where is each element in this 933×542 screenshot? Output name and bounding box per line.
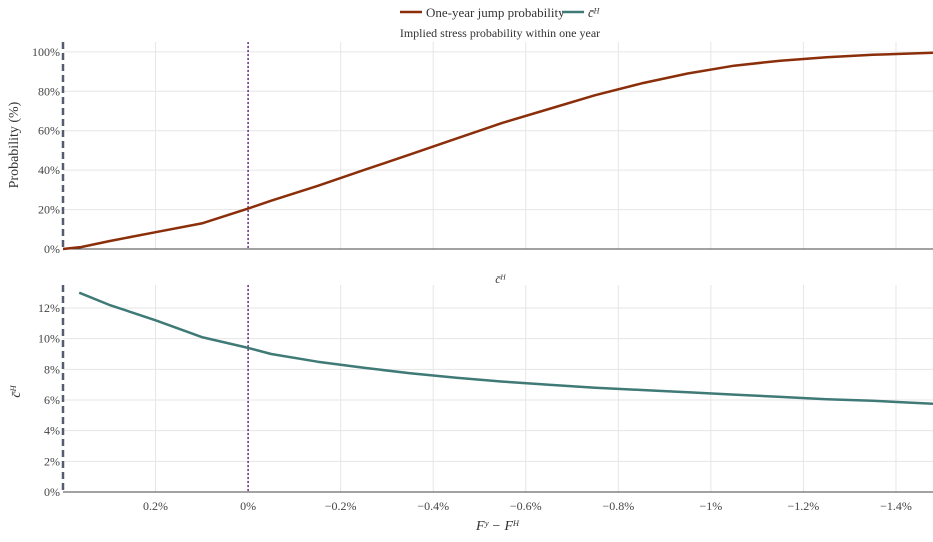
legend: One-year jump probability c̄ᴴ	[400, 5, 600, 20]
probability-panel: Implied stress probability within one ye…	[7, 26, 933, 256]
y-tick-label: 2%	[44, 454, 60, 468]
y-tick-label: 0%	[44, 242, 60, 256]
x-tick-label: −0.6%	[510, 499, 542, 513]
legend-label-probability: One-year jump probability	[426, 5, 565, 20]
y-tick-label: 4%	[44, 424, 60, 438]
x-tick-label: 0.2%	[143, 499, 168, 513]
x-tick-label: −0.2%	[325, 499, 357, 513]
probability-gridlines	[63, 42, 933, 250]
probability-panel-title: Implied stress probability within one ye…	[400, 26, 600, 40]
y-tick-label: 60%	[38, 124, 60, 138]
x-tick-label: −0.4%	[417, 499, 449, 513]
cbar-panel-title: c̄ᴴ	[495, 272, 506, 286]
x-tick-label: −1.2%	[788, 499, 820, 513]
cbar-y-ticks: 0% 2% 4% 6% 8% 10% 12%	[38, 301, 60, 499]
cbar-panel: c̄ᴴ c̄ᴴ 0% 2% 4% 6% 8% 10% 12% 0.2% 0% −0.2% −0.4…	[9, 272, 933, 513]
y-tick-label: 20%	[38, 203, 60, 217]
cbar-gridlines	[63, 285, 933, 493]
y-tick-label: 100%	[32, 45, 60, 59]
probability-reference-lines	[61, 42, 249, 249]
series-line	[78, 291, 933, 406]
x-tick-label: 0%	[240, 499, 256, 513]
x-axis-title: Fʸ − Fᴴ	[475, 519, 520, 534]
y-tick-label: 0%	[44, 485, 60, 499]
x-tick-label: −1.4%	[880, 499, 912, 513]
cbar-y-axis-title: c̄ᴴ	[9, 384, 24, 397]
x-ticks: 0.2% 0% −0.2% −0.4% −0.6% −0.8% −1% −1.2% −1.4%	[143, 499, 912, 513]
y-tick-label: 8%	[44, 362, 60, 376]
x-tick-label: −1%	[699, 499, 722, 513]
cbar-reference-lines	[61, 285, 249, 492]
probability-y-axis-title: Probability (%)	[7, 101, 22, 188]
probability-series	[62, 51, 933, 251]
y-tick-label: 12%	[38, 301, 60, 315]
y-tick-label: 10%	[38, 332, 60, 346]
cbar-series	[78, 291, 933, 406]
legend-label-cbar: c̄ᴴ	[588, 5, 600, 20]
probability-y-ticks: 0% 20% 40% 60% 80% 100%	[32, 45, 60, 256]
y-tick-label: 40%	[38, 163, 60, 177]
y-tick-label: 80%	[38, 84, 60, 98]
x-tick-label: −0.8%	[602, 499, 634, 513]
y-tick-label: 6%	[44, 393, 60, 407]
series-line	[62, 51, 933, 251]
